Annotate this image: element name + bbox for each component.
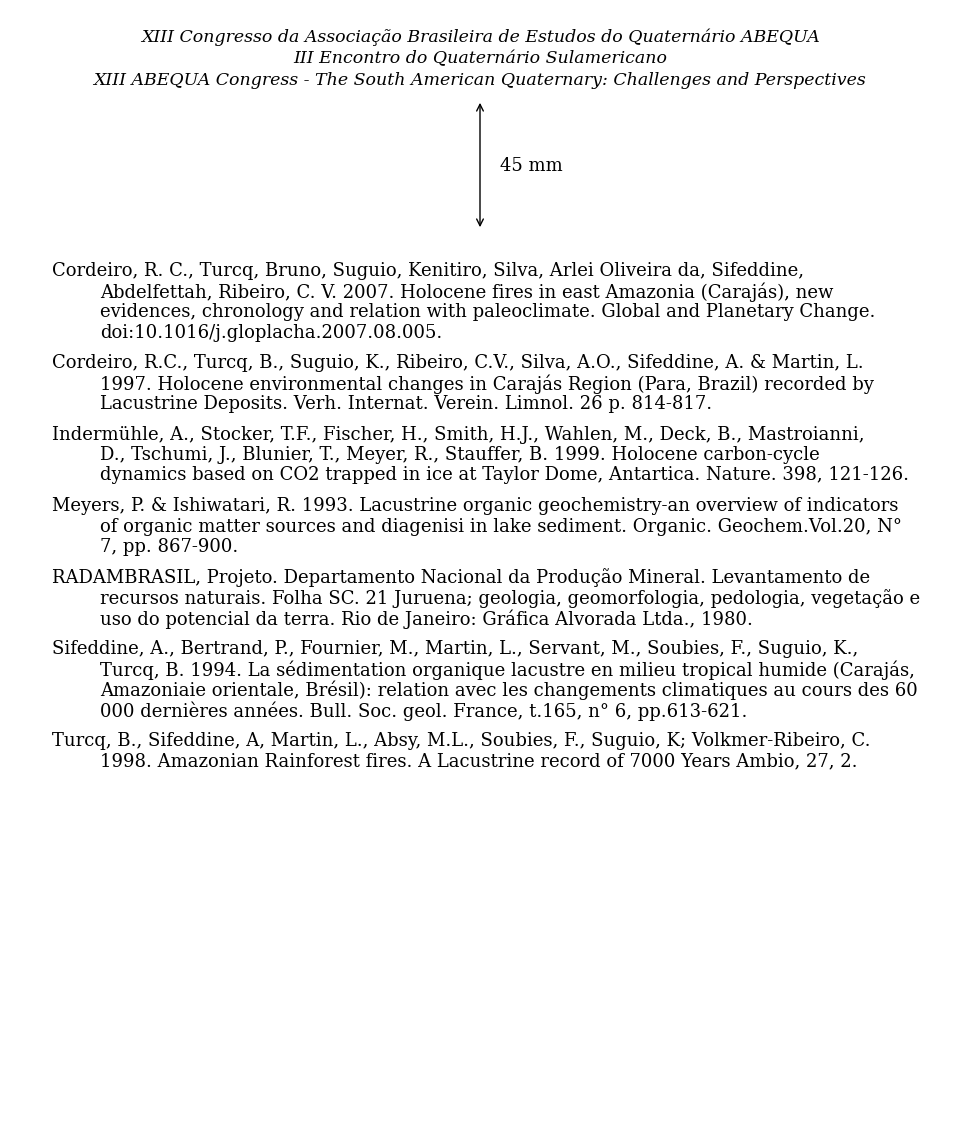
Text: uso do potencial da terra. Rio de Janeiro: Gráfica Alvorada Ltda., 1980.: uso do potencial da terra. Rio de Janeir… xyxy=(100,610,753,629)
Text: recursos naturais. Folha SC. 21 Juruena; geologia, geomorfologia, pedologia, veg: recursos naturais. Folha SC. 21 Juruena;… xyxy=(100,589,920,609)
Text: Abdelfettah, Ribeiro, C. V. 2007. Holocene fires in east Amazonia (Carajás), new: Abdelfettah, Ribeiro, C. V. 2007. Holoce… xyxy=(100,283,833,303)
Text: evidences, chronology and relation with paleoclimate. Global and Planetary Chang: evidences, chronology and relation with … xyxy=(100,303,876,321)
Text: 000 dernières années. Bull. Soc. geol. France, t.165, n° 6, pp.613-621.: 000 dernières années. Bull. Soc. geol. F… xyxy=(100,701,748,721)
Text: Meyers, P. & Ishiwatari, R. 1993. Lacustrine organic geochemistry-an overview of: Meyers, P. & Ishiwatari, R. 1993. Lacust… xyxy=(52,497,899,515)
Text: XIII Congresso da Associação Brasileira de Estudos do Quaternário ABEQUA: XIII Congresso da Associação Brasileira … xyxy=(140,28,820,46)
Text: III Encontro do Quaternário Sulamericano: III Encontro do Quaternário Sulamericano xyxy=(293,50,667,66)
Text: 1998. Amazonian Rainforest fires. A Lacustrine record of 7000 Years Ambio, 27, 2: 1998. Amazonian Rainforest fires. A Lacu… xyxy=(100,753,857,770)
Text: 45 mm: 45 mm xyxy=(500,157,563,175)
Text: RADAMBRASIL, Projeto. Departamento Nacional da Produção Mineral. Levantamento de: RADAMBRASIL, Projeto. Departamento Nacio… xyxy=(52,568,870,588)
Text: Sifeddine, A., Bertrand, P., Fournier, M., Martin, L., Servant, M., Soubies, F.,: Sifeddine, A., Bertrand, P., Fournier, M… xyxy=(52,639,858,658)
Text: 1997. Holocene environmental changes in Carajás Region (Para, Brazil) recorded b: 1997. Holocene environmental changes in … xyxy=(100,375,874,394)
Text: dynamics based on CO2 trapped in ice at Taylor Dome, Antartica. Nature. 398, 121: dynamics based on CO2 trapped in ice at … xyxy=(100,466,909,485)
Text: Indermühle, A., Stocker, T.F., Fischer, H., Smith, H.J., Wahlen, M., Deck, B., M: Indermühle, A., Stocker, T.F., Fischer, … xyxy=(52,425,865,444)
Text: Amazoniaie orientale, Brésil): relation avec les changements climatiques au cour: Amazoniaie orientale, Brésil): relation … xyxy=(100,681,918,700)
Text: XIII ABEQUA Congress - The South American Quaternary: Challenges and Perspective: XIII ABEQUA Congress - The South America… xyxy=(94,72,866,89)
Text: Cordeiro, R. C., Turcq, Bruno, Suguio, Kenitiro, Silva, Arlei Oliveira da, Sifed: Cordeiro, R. C., Turcq, Bruno, Suguio, K… xyxy=(52,262,804,280)
Text: D., Tschumi, J., Blunier, T., Meyer, R., Stauffer, B. 1999. Holocene carbon-cycl: D., Tschumi, J., Blunier, T., Meyer, R.,… xyxy=(100,446,820,464)
Text: of organic matter sources and diagenisi in lake sediment. Organic. Geochem.Vol.2: of organic matter sources and diagenisi … xyxy=(100,518,902,535)
Text: Lacustrine Deposits. Verh. Internat. Verein. Limnol. 26 p. 814-817.: Lacustrine Deposits. Verh. Internat. Ver… xyxy=(100,395,712,413)
Text: Cordeiro, R.C., Turcq, B., Suguio, K., Ribeiro, C.V., Silva, A.O., Sifeddine, A.: Cordeiro, R.C., Turcq, B., Suguio, K., R… xyxy=(52,354,864,372)
Text: Turcq, B. 1994. La sédimentation organique lacustre en milieu tropical humide (C: Turcq, B. 1994. La sédimentation organiq… xyxy=(100,660,915,680)
Text: 7, pp. 867-900.: 7, pp. 867-900. xyxy=(100,537,238,556)
Text: doi:10.1016/j.gloplacha.2007.08.005.: doi:10.1016/j.gloplacha.2007.08.005. xyxy=(100,323,443,342)
Text: Turcq, B., Sifeddine, A, Martin, L., Absy, M.L., Soubies, F., Suguio, K; Volkmer: Turcq, B., Sifeddine, A, Martin, L., Abs… xyxy=(52,732,871,749)
